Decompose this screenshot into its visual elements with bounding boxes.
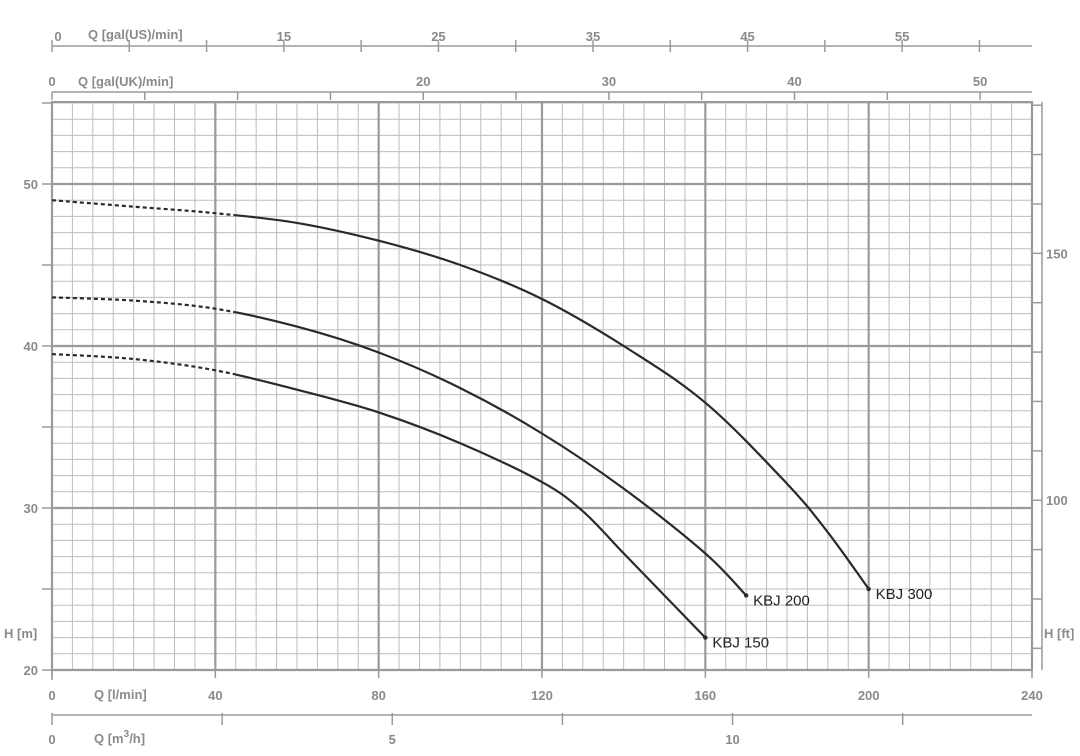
x-tick-label: 0 (48, 688, 55, 703)
gal-us-tick-label: 15 (277, 29, 291, 44)
x-axis-title: Q [l/min] (94, 687, 147, 702)
x-tick-label: 200 (858, 688, 880, 703)
gal-us-tick-label: 0 (54, 29, 61, 44)
curve-label-kbj-200: KBJ 200 (753, 592, 810, 609)
curve-kbj-200-dashed (51, 296, 236, 314)
grid-major (50, 101, 1034, 672)
y-tick-label-left: 20 (24, 663, 38, 678)
gal-us-tick-label: 45 (740, 29, 754, 44)
m3h-axis-title-tail: /h] (129, 731, 145, 746)
curve-kbj-300-endpoint (866, 586, 871, 592)
x-tick-label: 80 (371, 688, 385, 703)
curve-kbj-300 (235, 214, 870, 590)
bottom-axes: 0 40 80 120 160 200 240 Q [l/min] 0 5 10 Q [m3/h] (48, 670, 1043, 747)
m3h-axis-title: Q [m3/h] (94, 729, 145, 746)
curve-kbj-200-endpoint (743, 593, 749, 598)
y-tick-label-right: 100 (1046, 493, 1068, 508)
gal-uk-tick-label: 40 (787, 74, 801, 89)
y-axis-title-right: H [ft] (1044, 626, 1074, 641)
m3h-tick-label: 10 (725, 732, 739, 747)
curve-label-kbj-300: KBJ 300 (876, 586, 933, 603)
curve-kbj-150-dashed (51, 353, 236, 376)
m3h-tick-label: 5 (389, 732, 396, 747)
left-axis: 20 30 40 50 (24, 102, 52, 678)
m3h-axis-title-base: Q [m (94, 731, 124, 746)
curve-label-kbj-150: KBJ 150 (712, 635, 769, 652)
gal-us-tick-label: 35 (586, 29, 600, 44)
y-axis-title-left: H [m] (4, 626, 37, 641)
y-tick-label-right: 150 (1046, 246, 1068, 261)
x-tick-label: 160 (694, 688, 716, 703)
gal-uk-tick-label: 0 (48, 74, 55, 89)
right-axis: 100 150 (1032, 102, 1068, 670)
gal-uk-tick-label: 20 (416, 74, 430, 89)
curve-kbj-150 (235, 373, 707, 639)
m3h-tick-label: 0 (48, 732, 55, 747)
gal-us-tick-label: 25 (431, 29, 445, 44)
gal-uk-tick-label: 50 (973, 74, 987, 89)
y-tick-label-left: 50 (24, 177, 38, 192)
x-tick-label: 40 (208, 688, 222, 703)
gal-uk-tick-label: 30 (602, 74, 616, 89)
y-tick-label-left: 40 (24, 339, 38, 354)
gal-us-axis-title: Q [gal(US)/min] (88, 27, 183, 42)
top-axes: 0 20 30 40 50 Q [gal(UK)/min] 0 15 25 35 45 55 Q [ga… (48, 27, 1032, 100)
gal-uk-axis-title: Q [gal(UK)/min] (78, 74, 173, 89)
curve-kbj-150-endpoint (703, 635, 708, 640)
performance-curves: KBJ 150 KBJ 200 KBJ 300 (51, 199, 933, 652)
gal-us-tick-label: 55 (895, 29, 909, 44)
x-tick-label: 120 (531, 688, 553, 703)
x-tick-label: 240 (1021, 688, 1043, 703)
curve-kbj-200 (235, 311, 747, 597)
y-tick-label-left: 30 (24, 501, 38, 516)
m3h-axis-title-sup: 3 (124, 729, 130, 740)
